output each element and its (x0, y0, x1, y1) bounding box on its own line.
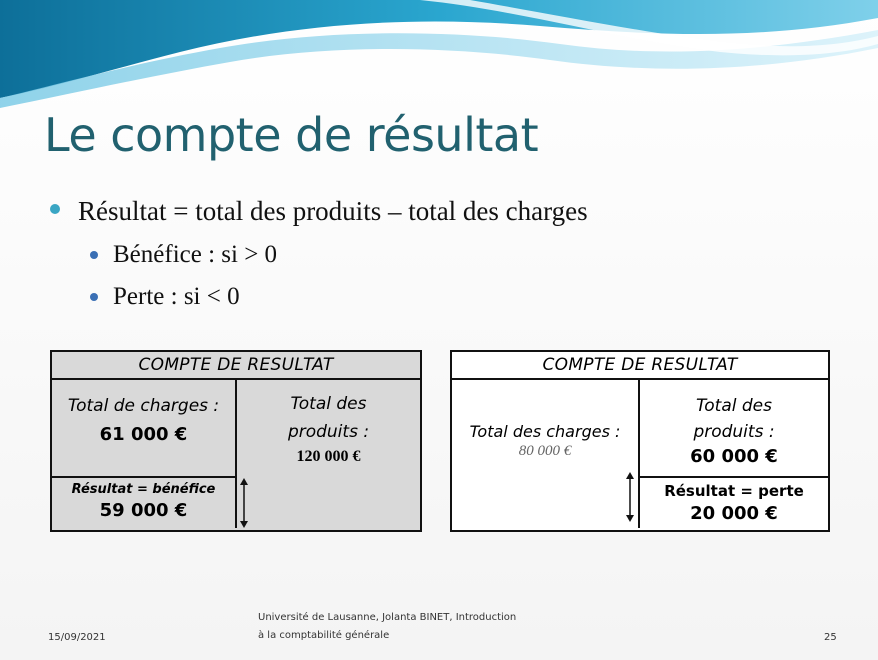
bullet-main: Résultat = total des produits – total de… (50, 196, 588, 227)
produits-value: 120 000 € (296, 448, 361, 465)
account-table-benefit: COMPTE DE RESULTAT Total de charges : 61… (50, 350, 422, 532)
produits-label: Total des (290, 394, 367, 414)
result-label: Résultat = bénéfice (71, 482, 216, 497)
result-cell: Résultat = perte 20 000 € (640, 476, 828, 528)
bullet-dot-icon (90, 251, 98, 259)
bullet-sub-text: Perte : si < 0 (113, 283, 240, 310)
double-arrow-icon (626, 472, 634, 522)
charges-value: 61 000 € (99, 424, 188, 445)
produits-cell: Total des produits : 60 000 € (640, 380, 828, 476)
bullet-dot-icon (50, 204, 60, 214)
footer-date: 15/09/2021 (48, 632, 106, 643)
bullet-dot-icon (90, 293, 98, 301)
account-table-loss: COMPTE DE RESULTAT Total des charges : 8… (450, 350, 830, 532)
charges-label: Total des charges : (469, 422, 621, 441)
produits-label: produits : (287, 422, 370, 442)
table-header: COMPTE DE RESULTAT (452, 352, 828, 380)
footer-source: à la comptabilité générale (258, 630, 390, 641)
result-label: Résultat = perte (664, 482, 804, 500)
produits-value: 60 000 € (690, 446, 778, 467)
charges-value: 80 000 € (518, 443, 572, 459)
header-wave-decoration (0, 0, 878, 108)
table-header: COMPTE DE RESULTAT (52, 352, 420, 380)
bullet-main-text: Résultat = total des produits – total de… (78, 196, 588, 226)
result-value: 20 000 € (690, 503, 778, 524)
charges-label: Total de charges : (67, 396, 220, 416)
result-value: 59 000 € (99, 500, 188, 521)
produits-label: produits : (693, 422, 775, 442)
slide-title: Le compte de résultat (44, 108, 539, 162)
bullet-sub-text: Bénéfice : si > 0 (113, 241, 278, 268)
charges-cell: Total des charges : 80 000 € (452, 380, 640, 528)
produits-cell: Total des produits : 120 000 € (237, 380, 420, 528)
double-arrow-icon (240, 478, 248, 528)
footer-page-number: 25 (824, 632, 837, 643)
produits-label: Total des (695, 396, 772, 416)
bullet-sub-benefice: Bénéfice : si > 0 (90, 241, 278, 269)
bullet-sub-perte: Perte : si < 0 (90, 283, 240, 311)
result-cell: Résultat = bénéfice 59 000 € (52, 476, 237, 528)
charges-cell: Total de charges : 61 000 € (52, 380, 237, 476)
footer-source: Université de Lausanne, Jolanta BINET, I… (258, 612, 517, 623)
